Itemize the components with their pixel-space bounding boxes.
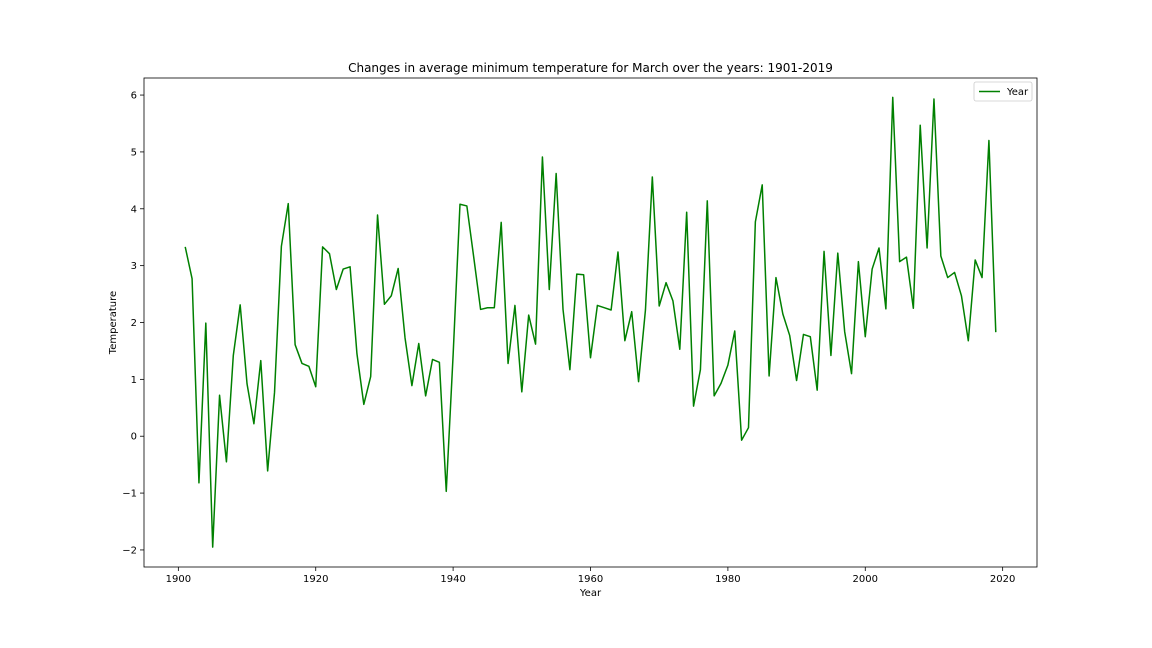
x-tick-label: 1980 bbox=[715, 574, 740, 585]
legend: Year bbox=[973, 81, 1033, 102]
x-tick-label: 1960 bbox=[578, 574, 603, 585]
x-tick-label: 2020 bbox=[990, 574, 1015, 585]
y-axis-label: Temperature bbox=[108, 291, 119, 355]
y-tick-label: −2 bbox=[122, 545, 137, 556]
y-tick-label: 2 bbox=[131, 318, 137, 329]
x-tick-label: 1940 bbox=[440, 574, 465, 585]
y-axis-ticks: −2 −1 0 1 2 3 4 5 6 bbox=[122, 91, 144, 556]
x-axis-label: Year bbox=[579, 588, 602, 599]
y-tick-label: 1 bbox=[131, 375, 137, 386]
x-tick-label: 2000 bbox=[853, 574, 878, 585]
y-tick-label: −1 bbox=[122, 489, 137, 500]
y-tick-label: 0 bbox=[131, 432, 137, 443]
legend-label-year: Year bbox=[1006, 87, 1029, 98]
x-axis-ticks: 1900 1920 1940 1960 1980 2000 2020 bbox=[166, 567, 1015, 585]
chart-title: Changes in average minimum temperature f… bbox=[348, 61, 833, 75]
y-tick-label: 4 bbox=[131, 204, 137, 215]
series-line-year bbox=[184, 96, 997, 548]
plot-frame bbox=[143, 77, 1038, 568]
y-tick-label: 5 bbox=[131, 147, 137, 158]
x-tick-label: 1900 bbox=[166, 574, 191, 585]
series-layer bbox=[184, 96, 997, 548]
legend-box bbox=[973, 81, 1033, 102]
x-tick-label: 1920 bbox=[303, 574, 328, 585]
y-tick-label: 3 bbox=[131, 261, 137, 272]
y-tick-label: 6 bbox=[131, 91, 137, 102]
